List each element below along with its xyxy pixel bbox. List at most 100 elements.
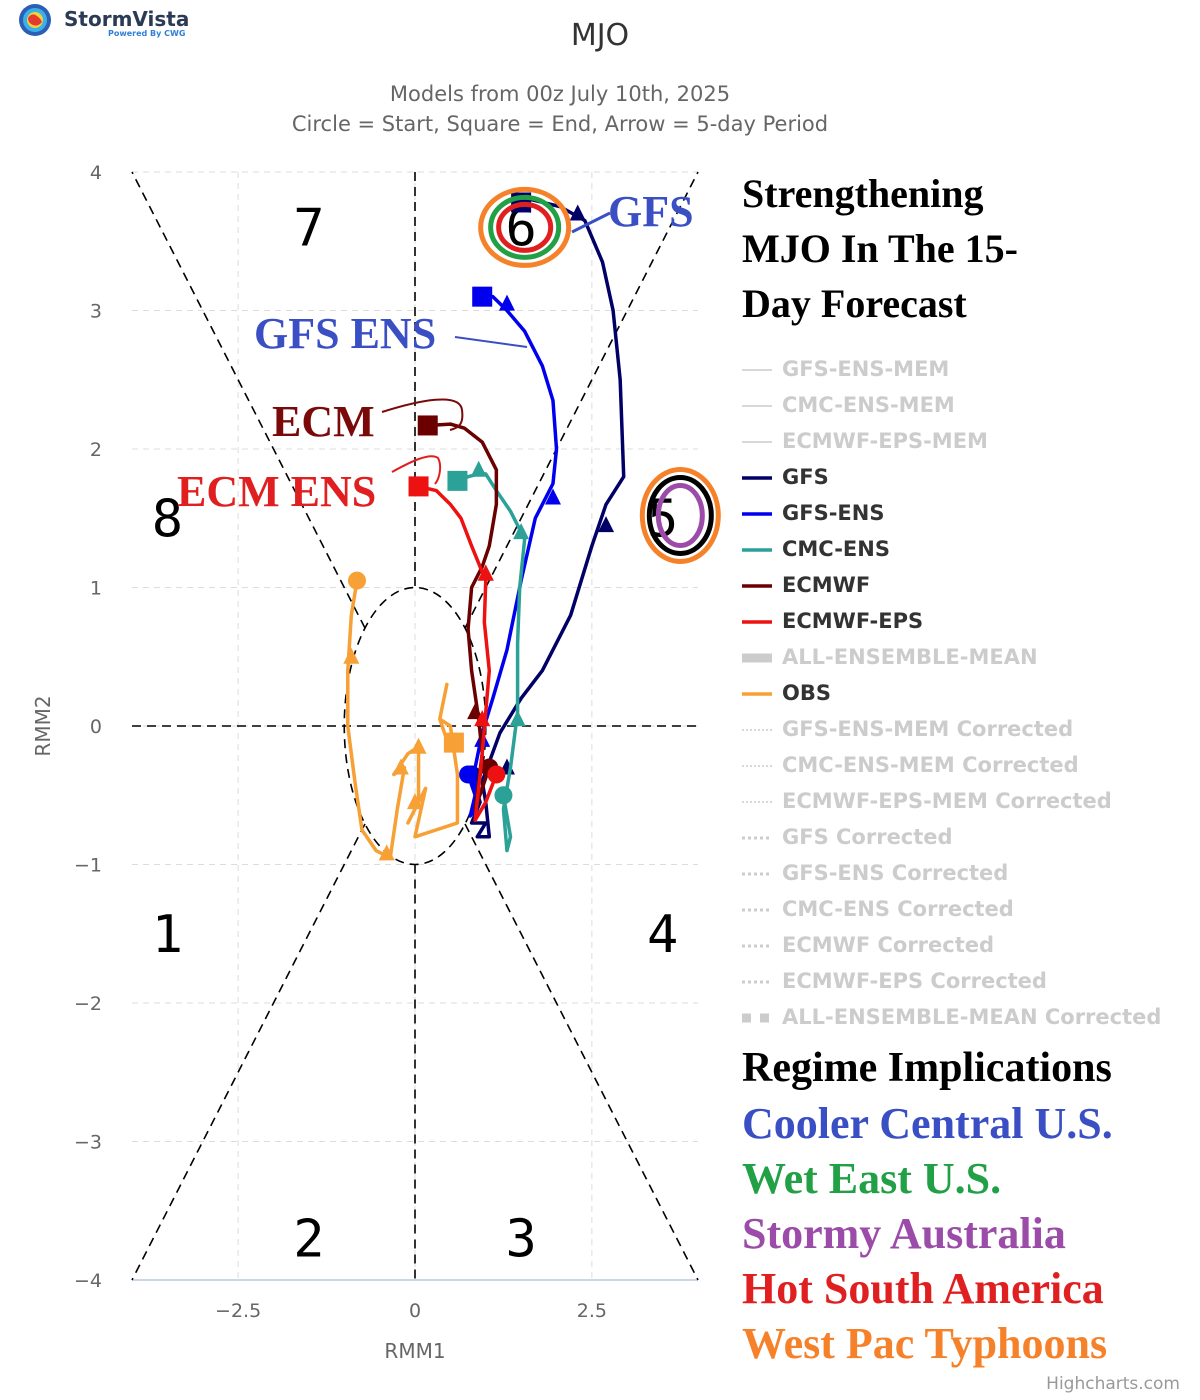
regime-hot-south-america: Hot South America — [742, 1264, 1104, 1313]
phase-6-highlight-ring — [488, 194, 562, 260]
legend-symbol — [742, 548, 772, 552]
legend-symbol — [742, 944, 772, 948]
legend-item-ecmwf[interactable]: ECMWF — [740, 571, 1180, 601]
legend-symbol — [742, 653, 772, 663]
ecmwf-eps-arrow-marker — [477, 564, 494, 581]
gfs-arrow-marker — [598, 516, 615, 533]
phase-label-1: 1 — [152, 905, 183, 965]
gfs-label: GFS — [608, 187, 694, 236]
phase-divider-diagonal — [131, 823, 366, 1281]
gfs-pointer-line — [571, 211, 611, 234]
legend-symbol — [742, 584, 772, 588]
regime-stormy-australia: Stormy Australia — [742, 1209, 1066, 1258]
obs-arrow-marker — [392, 758, 409, 775]
obs-arrow-marker — [407, 793, 423, 810]
ecm-label: ECM — [272, 397, 375, 446]
legend-item-gfs-corrected[interactable]: GFS Corrected — [740, 823, 1180, 853]
legend-symbol — [742, 476, 772, 480]
gfs-arrow-marker — [569, 204, 586, 221]
legend-symbol — [742, 836, 772, 840]
highcharts-credits[interactable]: Highcharts.com — [1046, 1374, 1180, 1394]
gfs-ens-label: GFS ENS — [254, 309, 437, 358]
legend-symbol — [742, 512, 772, 516]
legend-item-cmc-ens[interactable]: CMC-ENS — [740, 535, 1180, 565]
legend-item-cmc-ens-corrected[interactable]: CMC-ENS Corrected — [740, 895, 1180, 925]
legend-item-ecmwf-eps-mem[interactable]: ECMWF-EPS-MEM — [740, 427, 1180, 457]
phase-divider-diagonal — [464, 171, 699, 629]
phase-divider-diagonal — [464, 823, 699, 1281]
legend-symbol — [742, 441, 772, 443]
legend-label: ALL-ENSEMBLE-MEAN — [782, 645, 1038, 669]
ecm-ens-pointer-line — [391, 455, 442, 485]
legend-symbol — [742, 801, 772, 803]
legend-label: CMC-ENS-MEM Corrected — [782, 753, 1079, 777]
legend-symbol — [742, 980, 772, 984]
legend-symbol — [742, 1013, 772, 1023]
y-tick-label: −1 — [74, 855, 102, 877]
ecm-pointer-line — [381, 398, 464, 431]
y-tick-label: 0 — [90, 716, 102, 738]
cmc-ens-end-marker — [447, 470, 468, 491]
y-tick-label: −4 — [74, 1270, 102, 1292]
legend-item-obs[interactable]: OBS — [740, 679, 1180, 709]
legend-symbol — [742, 620, 772, 624]
legend-item-gfs-ens-mem-corrected[interactable]: GFS-ENS-MEM Corrected — [740, 715, 1180, 745]
legend-symbol — [742, 692, 772, 696]
y-tick-label: 2 — [90, 439, 102, 461]
ecmwf-eps-track — [416, 484, 499, 822]
gfs-ens-pointer-line — [454, 336, 528, 348]
legend-label: OBS — [782, 681, 831, 705]
legend-item-cmc-ens-mem-corrected[interactable]: CMC-ENS-MEM Corrected — [740, 751, 1180, 781]
legend-item-ecmwf-eps[interactable]: ECMWF-EPS — [740, 607, 1180, 637]
obs-end-marker — [443, 732, 464, 753]
legend-item-cmc-ens-mem[interactable]: CMC-ENS-MEM — [740, 391, 1180, 421]
ecm-ens-label: ECM ENS — [177, 467, 377, 516]
legend-label: CMC-ENS Corrected — [782, 897, 1014, 921]
legend-item-gfs-ens[interactable]: GFS-ENS — [740, 499, 1180, 529]
headline-line-1: Strengthening — [742, 171, 984, 216]
legend-label: ECMWF-EPS-MEM — [782, 429, 988, 453]
legend-item-ecmwf-eps-corrected[interactable]: ECMWF-EPS Corrected — [740, 967, 1180, 997]
legend-label: CMC-ENS — [782, 537, 890, 561]
y-tick-label: −2 — [74, 993, 102, 1015]
cmc-ens-arrow-marker — [509, 710, 526, 727]
phase-5-highlight-ring — [646, 474, 714, 556]
legend-item-gfs-ens-corrected[interactable]: GFS-ENS Corrected — [740, 859, 1180, 889]
x-tick-label: −2.5 — [215, 1300, 261, 1322]
legend-label: GFS Corrected — [782, 825, 953, 849]
legend-label: ECMWF-EPS-MEM Corrected — [782, 789, 1112, 813]
gfs-ens-start-marker — [459, 765, 478, 784]
chart-subtitle-line-2: Circle = Start, Square = End, Arrow = 5-… — [291, 112, 829, 136]
legend-symbol — [742, 908, 772, 912]
obs-track — [346, 578, 460, 860]
obs-arrow-marker — [410, 737, 427, 754]
chart-title: MJO — [570, 18, 630, 53]
legend-symbol — [742, 369, 772, 371]
legend-symbol — [742, 872, 772, 876]
legend-item-all-ensemble-mean[interactable]: ALL-ENSEMBLE-MEAN — [740, 643, 1180, 673]
legend-label: ECMWF-EPS — [782, 609, 924, 633]
legend-item-gfs-ens-mem[interactable]: GFS-ENS-MEM — [740, 355, 1180, 385]
legend-label: CMC-ENS-MEM — [782, 393, 955, 417]
y-tick-label: 1 — [90, 578, 102, 600]
legend-item-ecmwf-corrected[interactable]: ECMWF Corrected — [740, 931, 1180, 961]
legend-item-all-ensemble-mean-corrected[interactable]: ALL-ENSEMBLE-MEAN Corrected — [740, 1003, 1180, 1033]
y-tick-label: 4 — [90, 162, 102, 184]
phase-label-3: 3 — [505, 1209, 536, 1269]
ecmwf-eps-end-marker — [408, 476, 429, 497]
phase-divider-diagonal — [131, 171, 366, 629]
gfs-ens-arrow-marker — [498, 294, 515, 311]
logo-icon — [19, 4, 51, 36]
phase-6-highlight-ring — [496, 201, 554, 253]
legend-label: ECMWF Corrected — [782, 933, 995, 957]
logo-tagline: Powered By CWG — [108, 29, 186, 38]
x-tick-label: 0 — [409, 1300, 421, 1322]
cmc-ens-arrow-marker — [513, 523, 530, 540]
ecmwf-end-marker — [417, 415, 438, 436]
legend-item-gfs[interactable]: GFS — [740, 463, 1180, 493]
headline-annotation: Strengthening MJO In The 15- Day Forecas… — [742, 166, 1018, 331]
gfs-track — [469, 197, 626, 839]
legend-item-ecmwf-eps-mem-corrected[interactable]: ECMWF-EPS-MEM Corrected — [740, 787, 1180, 817]
